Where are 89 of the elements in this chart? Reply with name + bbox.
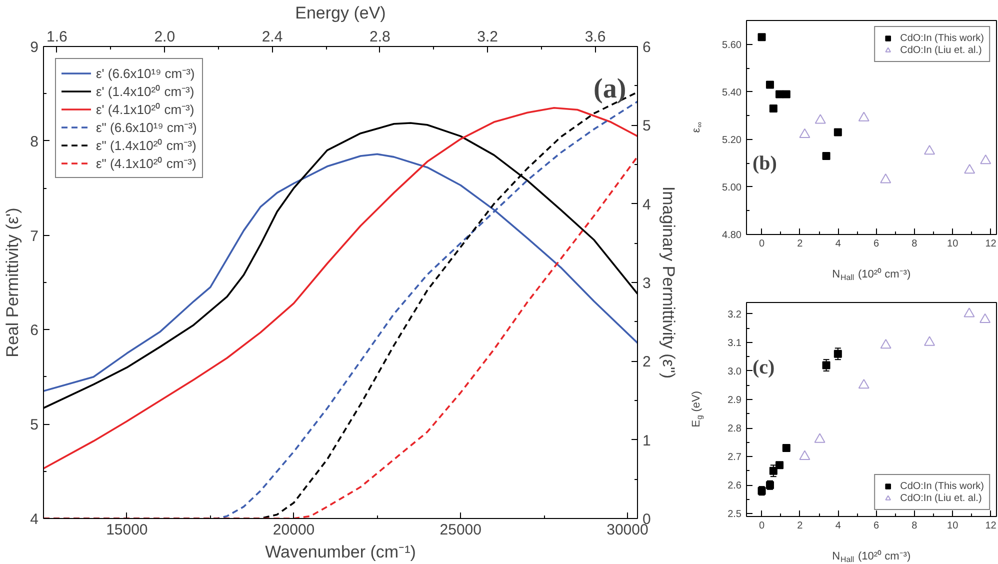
x2-tick-label: 2.4 — [262, 28, 283, 46]
y-tick-label: 5.20 — [722, 134, 742, 146]
point — [880, 174, 892, 184]
y-tick-label: 6 — [30, 322, 38, 340]
point — [782, 90, 790, 98]
point — [769, 104, 778, 112]
point — [776, 461, 784, 470]
x-tick-label: 12 — [985, 238, 997, 250]
x2-axis-title: Energy (eV) — [295, 4, 386, 22]
point — [814, 114, 826, 124]
x2-tick-label: 3.6 — [584, 28, 606, 46]
point — [822, 152, 830, 160]
point — [924, 145, 936, 155]
legend-label: CdO:In (Liu et. al.) — [900, 44, 982, 56]
x-tick-label: 6 — [873, 520, 880, 532]
point — [980, 313, 991, 324]
y2-tick-label: 5 — [642, 118, 651, 135]
y-tick-label: 9 — [30, 39, 38, 56]
legend-label: CdO:In (This work) — [900, 32, 984, 44]
point — [814, 433, 826, 443]
x-tick-label: 2 — [797, 520, 804, 532]
y-tick-label: 5.00 — [722, 182, 742, 194]
y-tick-label: 2.9 — [728, 395, 742, 406]
y2-tick-label: 4 — [642, 196, 651, 214]
x-tick-label: 10 — [947, 238, 959, 250]
y-tick-label: 3.2 — [728, 309, 742, 320]
x-tick-label: 0 — [758, 238, 765, 250]
point — [822, 361, 830, 370]
legend-label: ε" (4.1x10²⁰ cm⁻³) — [96, 155, 196, 172]
point — [769, 466, 778, 475]
y2-tick-label: 3 — [642, 275, 651, 292]
x-tick-label: 4 — [835, 520, 842, 532]
legend-label: ε" (6.6x10¹⁹ cm⁻³) — [96, 119, 197, 136]
y-tick-label: 2.8 — [728, 424, 742, 435]
x2-tick-label: 3.2 — [477, 28, 498, 46]
point — [858, 112, 870, 122]
legend-label: ε' (6.6x10¹⁹ cm⁻³) — [96, 65, 195, 82]
y-axis-title: Real Permittivity (ε') — [3, 208, 22, 358]
legend-label: ε" (1.4x10²⁰ cm⁻³) — [96, 137, 196, 154]
x-tick-label: 8 — [912, 238, 918, 250]
point — [834, 128, 842, 136]
annotation: (a) — [594, 74, 626, 104]
x-tick-label: 12 — [985, 520, 997, 532]
x-tick-label: 2 — [797, 238, 804, 250]
point — [799, 450, 810, 460]
y-tick-label: 3.1 — [728, 338, 742, 349]
y-tick-label: 5 — [30, 416, 38, 434]
annotation: (b) — [752, 152, 777, 174]
legend-label: CdO:In (Liu et. al.) — [900, 492, 982, 504]
y2-tick-label: 6 — [642, 39, 651, 56]
point — [782, 444, 790, 452]
point — [799, 128, 810, 138]
legend-label: ε' (4.1x10²⁰ cm⁻³) — [96, 101, 194, 118]
x-tick-label: 4 — [835, 238, 842, 250]
y-tick-label: 2.6 — [728, 480, 742, 492]
legend-label: CdO:In (This work) — [900, 480, 984, 492]
x-tick-label: 15000 — [106, 522, 148, 538]
y-tick-label: 4.80 — [722, 230, 742, 241]
y-tick-label: 7 — [30, 228, 38, 245]
point — [758, 33, 766, 42]
point — [964, 308, 975, 318]
y-tick-label: 5.60 — [722, 40, 742, 51]
x2-tick-label: 2.8 — [370, 28, 390, 46]
x2-tick-label: 2.0 — [154, 28, 176, 46]
y2-axis-title: Imaginary Permittivity (ε") — [658, 186, 678, 379]
x-tick-label: 0 — [758, 520, 765, 532]
point — [980, 154, 992, 164]
y-tick-label: 2.5 — [728, 509, 742, 520]
x-tick-label: 25000 — [440, 522, 482, 538]
y2-tick-label: 2 — [642, 354, 651, 371]
x-tick-label: 20000 — [272, 522, 315, 538]
y-tick-label: 8 — [30, 133, 38, 150]
point — [766, 80, 774, 89]
y-tick-label: 3.0 — [728, 366, 742, 378]
legend-label: ε' (1.4x10²⁰ cm⁻³) — [96, 83, 194, 100]
y2-tick-label: 1 — [642, 432, 651, 450]
point — [924, 336, 936, 346]
point — [858, 378, 870, 389]
x-tick-label: 10 — [947, 520, 959, 532]
point — [834, 350, 842, 358]
point — [964, 164, 976, 174]
annotation: (c) — [752, 356, 775, 378]
y-tick-label: 2.7 — [728, 452, 742, 464]
x-tick-label: 6 — [873, 238, 880, 250]
point — [880, 339, 892, 349]
x2-tick-label: 1.6 — [46, 28, 68, 46]
x-axis-title: Wavenumber (cm⁻¹) — [265, 542, 416, 562]
x-tick-label: 8 — [912, 520, 918, 532]
y-tick-label: 5.40 — [722, 87, 742, 98]
